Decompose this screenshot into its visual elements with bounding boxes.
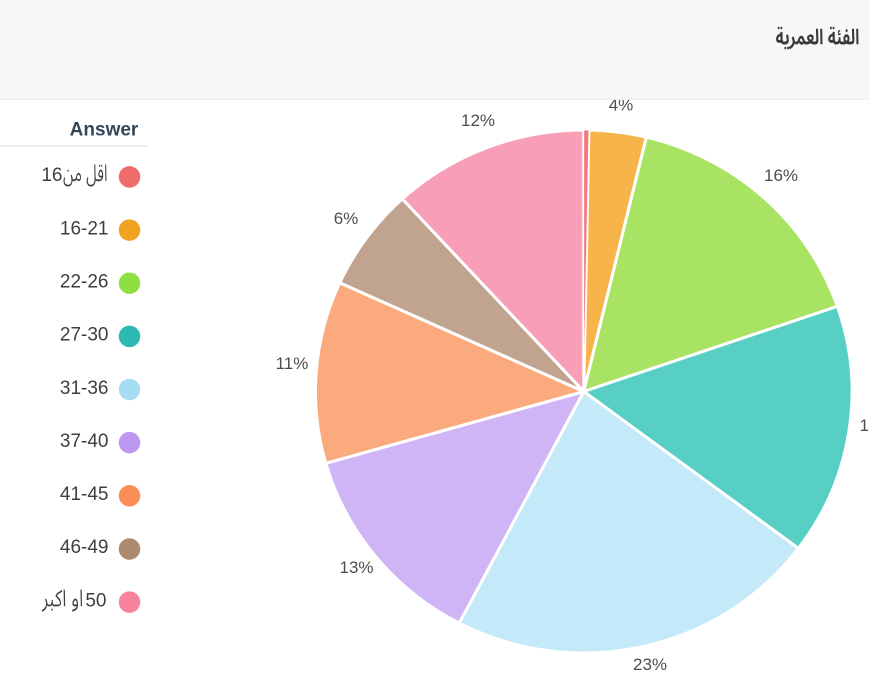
svg-text:16-21: 16-21	[60, 218, 109, 239]
svg-text:16%: 16%	[764, 166, 798, 185]
svg-text:23%: 23%	[633, 655, 667, 674]
svg-text:46-49: 46-49	[60, 537, 109, 558]
svg-text:4%: 4%	[609, 95, 634, 114]
svg-text:37-40: 37-40	[60, 431, 109, 452]
svg-text:41-45: 41-45	[60, 484, 109, 505]
svg-text:12%: 12%	[461, 111, 495, 130]
svg-text:27-30: 27-30	[60, 325, 109, 346]
svg-text:13%: 13%	[339, 558, 373, 577]
svg-text:6%: 6%	[334, 209, 359, 228]
svg-text:31-36: 31-36	[60, 378, 109, 399]
svg-text:22-26: 22-26	[60, 272, 109, 293]
svg-text:50: 50	[85, 590, 106, 611]
svg-text:16: 16	[41, 165, 62, 186]
svg-text:Answer: Answer	[70, 119, 139, 140]
svg-text:16%: 16%	[860, 416, 869, 435]
svg-text:11%: 11%	[276, 354, 309, 373]
